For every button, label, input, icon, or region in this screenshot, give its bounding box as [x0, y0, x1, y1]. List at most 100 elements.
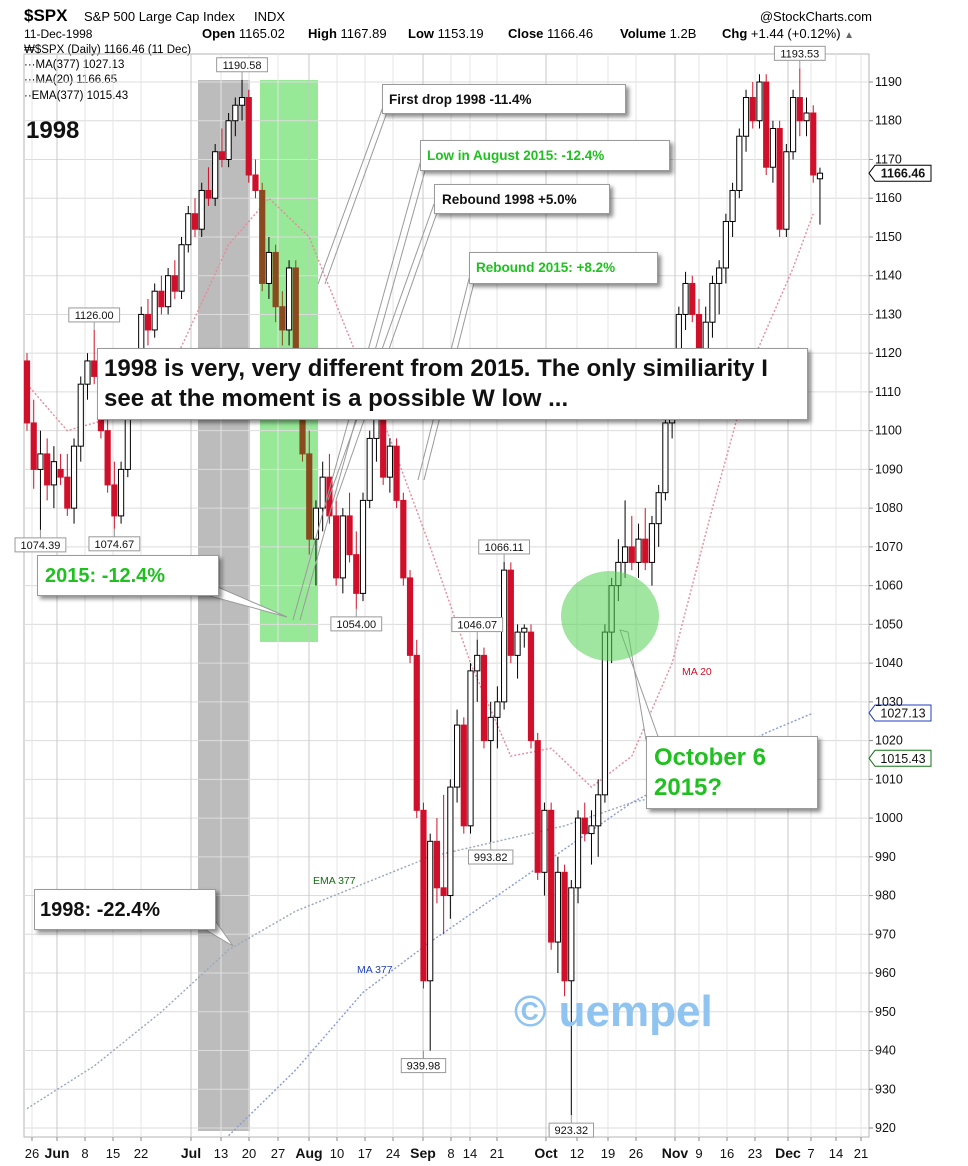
low-readout: Low 1153.19 [408, 26, 484, 41]
price-label-box [467, 849, 514, 865]
x-tick-label: 26 [25, 1146, 39, 1161]
candle-body [225, 120, 232, 160]
price-label: 923.32 [554, 1125, 588, 1137]
candle-body [427, 840, 434, 982]
y-tick-label: 1140 [875, 269, 902, 283]
x-tick-label: 21 [854, 1146, 868, 1161]
candle-body [460, 724, 467, 827]
x-tick-label: 8 [81, 1146, 88, 1161]
candle-body [171, 275, 178, 292]
y-tick-label: 960 [875, 966, 896, 980]
source-credit: @StockCharts.com [759, 9, 872, 24]
legend-ma20: ···MA(20) 1166.65 [24, 74, 118, 86]
grey-period-band [198, 80, 250, 1131]
candle-body [763, 81, 770, 168]
y-tick-label: 1190 [875, 75, 902, 89]
candle-body [729, 189, 736, 222]
candle-body [339, 515, 346, 579]
candle-body [158, 290, 165, 308]
x-tick-label: 12 [570, 1146, 584, 1161]
candle-body [279, 306, 286, 331]
candle-body [796, 96, 803, 122]
candle-body [810, 112, 817, 176]
candle-body [682, 282, 689, 315]
candle-body [413, 654, 420, 811]
y-tick-label: 1090 [875, 462, 903, 476]
candle-body [722, 220, 729, 269]
candle-body [104, 430, 111, 486]
candle-body [453, 724, 461, 788]
oct6-callout: October 6 2015? [646, 736, 818, 809]
first-drop-text: First drop 1998 -11.4% [389, 92, 532, 107]
candle-body [185, 213, 192, 246]
candle-body [151, 290, 158, 331]
main-note-callout: 1998 is very, very different from 2015. … [97, 348, 808, 420]
ma20-line [26, 197, 814, 789]
x-tick-label: 22 [134, 1146, 148, 1161]
candle-body [117, 468, 125, 517]
candle-body [789, 96, 797, 153]
y-tick-label: 920 [875, 1121, 896, 1135]
candle-body [265, 251, 273, 284]
right-value-tag [868, 704, 932, 722]
open-value: 1165.02 [238, 26, 285, 41]
volume-value: 1.2B [669, 26, 697, 41]
price-label-box [478, 539, 531, 555]
y-tick-label: 1160 [875, 191, 902, 205]
price-label: 1074.39 [21, 540, 61, 552]
highlight-circle [561, 571, 659, 661]
high-label: High [308, 26, 337, 41]
chart-header: $SPX S&P 500 Large Cap Index INDX @Stock… [0, 0, 968, 52]
x-tick-label: 21 [490, 1146, 504, 1161]
change-label: Chg [722, 26, 748, 41]
x-tick-label: 9 [695, 1146, 702, 1161]
price-label: 1190.58 [223, 60, 262, 72]
candle-body [57, 468, 64, 478]
candle-body [91, 360, 98, 377]
ema377-label: EMA 377 [313, 875, 356, 887]
year-text: 1998 [26, 117, 80, 144]
x-tick-label: 14 [463, 1146, 477, 1161]
change-arrow-icon: ▲ [844, 30, 855, 41]
candle-body [756, 81, 763, 122]
x-tick-label: 16 [720, 1146, 734, 1161]
candle-body [480, 654, 488, 742]
candle-body [77, 383, 84, 447]
high-value: 1167.89 [340, 26, 387, 41]
x-tick-label: Jul [181, 1145, 201, 1161]
candle-body [561, 871, 568, 982]
x-tick-label: Sep [410, 1145, 436, 1161]
plot-frame [23, 53, 870, 1138]
price-label: 1193.53 [780, 48, 819, 60]
callout-pointer [324, 103, 391, 285]
candle-body [212, 151, 219, 199]
bar-date: 11-Dec-1998 [24, 27, 93, 41]
low-label: Low [408, 26, 434, 41]
x-tick-label: Aug [295, 1145, 322, 1161]
candle-body [527, 631, 535, 742]
y-tick-label: 1080 [875, 501, 903, 515]
candle-body [749, 96, 756, 122]
x-tick-label: 23 [748, 1146, 762, 1161]
price-label-box [216, 57, 268, 73]
candle-body [44, 453, 51, 486]
watermark: © uempel [514, 987, 713, 1036]
candle-body [769, 127, 777, 168]
candle-body [541, 809, 548, 873]
candle-body [37, 453, 44, 470]
price-label: 1066.11 [485, 542, 524, 554]
x-tick-label: 8 [447, 1146, 454, 1161]
candle-body [662, 422, 669, 494]
y-tick-label: 980 [875, 889, 896, 903]
candle-body [776, 127, 783, 230]
right-value-tag [868, 749, 932, 767]
main-note-text: 1998 is very, very different from 2015. … [104, 355, 768, 412]
candle-body [178, 244, 185, 292]
legend-ema377: ··EMA(377) 1015.43 [24, 90, 129, 102]
candle-body [84, 360, 91, 385]
price-label: 1054.00 [336, 619, 376, 631]
ma377-line [228, 712, 814, 1137]
rebound-2015-callout: Rebound 2015: +8.2% [469, 252, 658, 284]
candle-body [521, 627, 528, 633]
open-label: Open [202, 26, 236, 41]
